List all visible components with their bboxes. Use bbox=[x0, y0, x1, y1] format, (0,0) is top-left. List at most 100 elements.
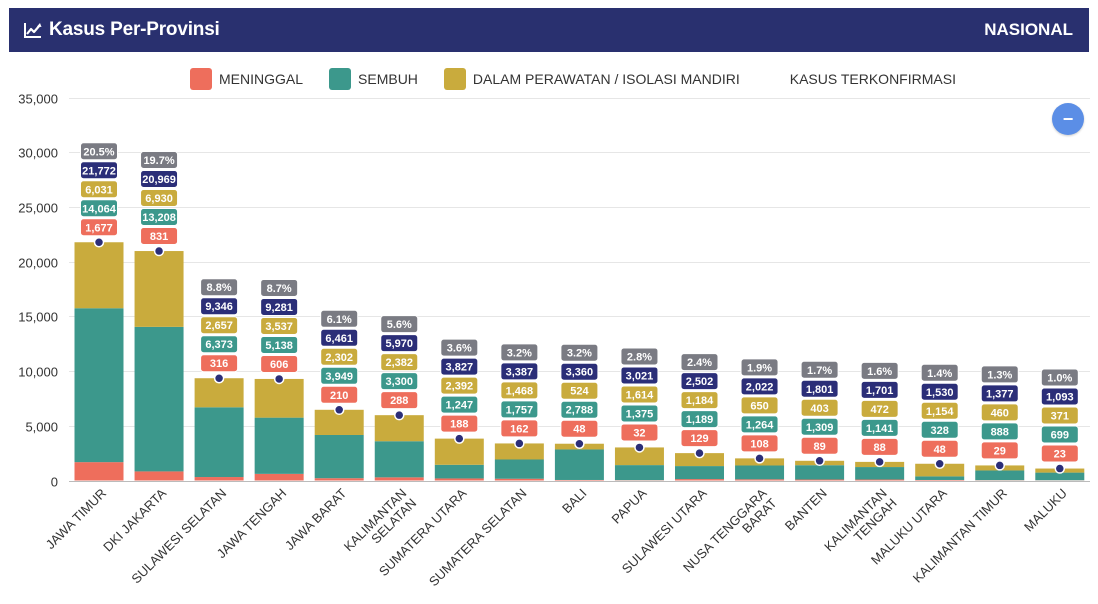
label-meninggal: 48 bbox=[560, 419, 599, 438]
label-perawatan-text: 3,537 bbox=[265, 321, 293, 333]
label-percent-text: 2.4% bbox=[687, 357, 712, 369]
bar-perawatan bbox=[494, 443, 544, 460]
label-sembuh: 3,300 bbox=[380, 372, 419, 391]
label-sembuh-bg bbox=[500, 400, 539, 419]
label-sembuh-text: 1,264 bbox=[746, 419, 774, 431]
label-percent-text: 3.6% bbox=[447, 343, 472, 355]
label-sembuh-bg bbox=[860, 418, 899, 437]
label-meninggal: 606 bbox=[260, 354, 299, 373]
label-konfirmasi-text: 21,772 bbox=[82, 165, 116, 177]
bar-sembuh bbox=[1035, 472, 1085, 481]
label-meninggal-text: 48 bbox=[573, 424, 585, 436]
label-meninggal-text: 316 bbox=[210, 358, 228, 370]
label-konfirmasi: 20,969 bbox=[140, 170, 179, 189]
label-perawatan: 3,537 bbox=[260, 316, 299, 335]
label-konfirmasi-text: 1,801 bbox=[806, 384, 834, 396]
label-sembuh-text: 6,373 bbox=[205, 339, 233, 351]
label-konfirmasi: 9,346 bbox=[200, 297, 239, 316]
label-perawatan: 2,382 bbox=[380, 353, 419, 372]
zoom-out-button[interactable]: − bbox=[1052, 103, 1084, 135]
label-meninggal-text: 29 bbox=[994, 445, 1006, 457]
label-perawatan-text: 6,930 bbox=[145, 193, 173, 205]
label-percent: 2.4% bbox=[680, 353, 719, 372]
legend-label-perawatan: DALAM PERAWATAN / ISOLASI MANDIRI bbox=[472, 71, 740, 87]
label-sembuh: 5,138 bbox=[260, 335, 299, 354]
legend-item-konfirmasi[interactable]: KASUS TERKONFIRMASI bbox=[790, 71, 956, 87]
label-konfirmasi-text: 9,346 bbox=[205, 301, 233, 313]
label-konfirmasi-bg bbox=[200, 297, 239, 316]
label-konfirmasi-text: 3,387 bbox=[506, 366, 534, 378]
bar-meninggal bbox=[675, 479, 724, 481]
label-konfirmasi-bg bbox=[1040, 387, 1079, 406]
bar-sembuh bbox=[975, 470, 1025, 481]
label-konfirmasi: 6,461 bbox=[320, 328, 359, 347]
label-meninggal-bg bbox=[200, 354, 239, 373]
label-sembuh: 14,064 bbox=[80, 199, 118, 218]
label-percent: 1.9% bbox=[740, 358, 779, 377]
x-tick-line: BANTEN bbox=[782, 486, 830, 534]
label-percent: 1.7% bbox=[800, 360, 839, 379]
data-labels: 1,677 14,064 6,031 21,772 20.5% 831 13,208 6,93… bbox=[80, 142, 1079, 463]
label-perawatan: 2,392 bbox=[440, 376, 479, 395]
bar-meninggal bbox=[374, 477, 424, 481]
label-meninggal-text: 23 bbox=[1054, 449, 1066, 461]
legend-item-perawatan[interactable]: DALAM PERAWATAN / ISOLASI MANDIRI bbox=[443, 68, 740, 90]
label-percent-text: 1.0% bbox=[1047, 373, 1072, 385]
label-percent: 3.2% bbox=[560, 343, 599, 362]
bar-sembuh bbox=[494, 459, 544, 479]
label-meninggal-bg bbox=[320, 385, 359, 404]
label-konfirmasi: 5,970 bbox=[380, 334, 419, 353]
label-perawatan: 6,930 bbox=[140, 189, 179, 208]
label-konfirmasi-bg bbox=[260, 297, 299, 316]
label-konfirmasi-bg bbox=[800, 379, 839, 398]
label-sembuh-bg bbox=[800, 417, 839, 436]
y-tick-label: 5,000 bbox=[25, 420, 58, 435]
confirmed-point bbox=[514, 438, 525, 449]
label-sembuh-text: 13,208 bbox=[142, 212, 176, 224]
label-sembuh: 888 bbox=[980, 422, 1019, 441]
label-meninggal-bg bbox=[1040, 444, 1079, 463]
label-konfirmasi: 1,701 bbox=[860, 380, 899, 399]
label-percent-bg bbox=[440, 338, 479, 357]
label-konfirmasi-text: 6,461 bbox=[325, 333, 353, 345]
label-percent-bg bbox=[380, 315, 419, 334]
label-sembuh: 1,757 bbox=[500, 400, 539, 419]
bar-sembuh bbox=[614, 465, 664, 481]
legend-swatch-meninggal bbox=[190, 68, 212, 90]
label-perawatan-text: 2,302 bbox=[325, 352, 353, 364]
label-meninggal-bg bbox=[260, 354, 299, 373]
label-sembuh-text: 1,309 bbox=[806, 422, 834, 434]
scope-label[interactable]: NASIONAL bbox=[984, 20, 1073, 39]
label-percent-text: 3.2% bbox=[567, 348, 592, 360]
bar-meninggal bbox=[735, 479, 785, 481]
line-chart-icon bbox=[24, 23, 42, 38]
legend-item-meninggal[interactable]: MENINGGAL bbox=[190, 68, 303, 90]
bar-sembuh bbox=[254, 417, 304, 474]
label-percent-bg bbox=[860, 361, 899, 380]
label-meninggal: 210 bbox=[320, 385, 359, 404]
label-sembuh-bg bbox=[80, 199, 118, 218]
label-percent-text: 1.7% bbox=[807, 365, 832, 377]
label-sembuh-text: 1,757 bbox=[506, 404, 534, 416]
legend-item-sembuh[interactable]: SEMBUH bbox=[329, 68, 418, 90]
bar-meninggal bbox=[915, 479, 965, 481]
label-perawatan-bg bbox=[140, 189, 179, 208]
label-konfirmasi-text: 1,701 bbox=[866, 385, 894, 397]
label-konfirmasi-text: 3,360 bbox=[566, 367, 594, 379]
label-perawatan-bg bbox=[320, 347, 359, 366]
label-sembuh-text: 1,141 bbox=[866, 423, 894, 435]
label-percent-text: 19.7% bbox=[143, 155, 174, 167]
label-perawatan-bg bbox=[740, 396, 779, 415]
label-konfirmasi-text: 1,093 bbox=[1046, 392, 1074, 404]
label-meninggal: 129 bbox=[680, 429, 719, 448]
label-sembuh: 2,788 bbox=[560, 400, 599, 419]
bar-perawatan bbox=[675, 453, 724, 467]
bar-sembuh bbox=[554, 449, 604, 480]
label-meninggal-text: 606 bbox=[270, 359, 288, 371]
label-percent-bg bbox=[260, 278, 299, 297]
label-percent-bg bbox=[1040, 368, 1079, 387]
bar-sembuh bbox=[74, 308, 124, 463]
label-meninggal-bg bbox=[80, 218, 118, 237]
label-sembuh-text: 699 bbox=[1051, 430, 1069, 442]
